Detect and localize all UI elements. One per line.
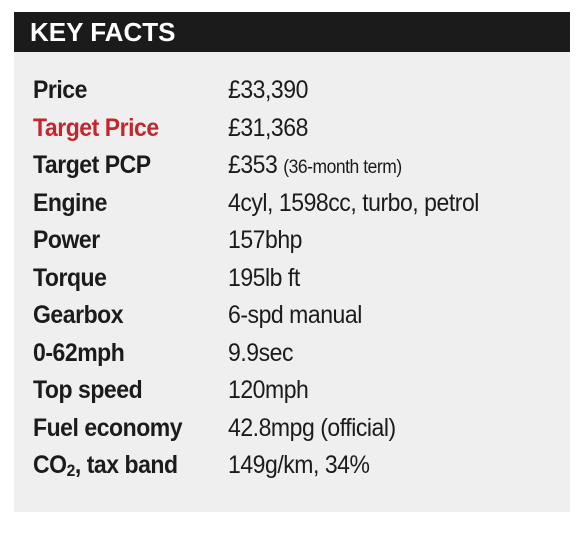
fact-value: 157bhp	[228, 226, 303, 255]
fact-value: 149g/km, 34%	[228, 451, 370, 480]
fact-label: 0-62mph	[33, 338, 125, 367]
fact-label: Engine	[33, 188, 107, 217]
co2-prefix: CO	[33, 451, 67, 480]
fact-label: Top speed	[33, 376, 143, 405]
co2-suffix: , tax band	[74, 451, 178, 480]
key-facts-panel: KEY FACTS Price £33,390 Target Price £31…	[14, 12, 570, 512]
fact-row-acceleration: 0-62mph 9.9sec	[33, 335, 570, 373]
fact-label: CO2, tax band	[33, 451, 212, 480]
fact-value: 6-spd manual	[228, 301, 362, 330]
fact-row-target-pcp: Target PCP £353 (36-month term)	[33, 147, 570, 185]
fact-row-gearbox: Gearbox 6-spd manual	[33, 297, 570, 335]
fact-row-torque: Torque 195lb ft	[33, 260, 570, 298]
fact-value: £31,368	[228, 113, 308, 142]
fact-row-co2-tax-band: CO2, tax band 149g/km, 34%	[33, 447, 570, 485]
key-facts-heading: KEY FACTS	[14, 12, 570, 52]
fact-row-power: Power 157bhp	[33, 222, 570, 260]
fact-row-price: Price £33,390	[33, 72, 570, 110]
fact-label: Fuel economy	[33, 413, 183, 442]
fact-label: Power	[33, 226, 100, 255]
facts-list: Price £33,390 Target Price £31,368 Targe…	[33, 72, 570, 485]
fact-label: Gearbox	[33, 301, 124, 330]
fact-row-top-speed: Top speed 120mph	[33, 372, 570, 410]
fact-row-engine: Engine 4cyl, 1598cc, turbo, petrol	[33, 185, 570, 223]
fact-row-target-price: Target Price £31,368	[33, 110, 570, 148]
fact-value: 4cyl, 1598cc, turbo, petrol	[228, 188, 479, 217]
fact-value: 42.8mpg (official)	[228, 413, 396, 442]
co2-subscript: 2	[66, 461, 76, 481]
fact-value: 9.9sec	[228, 338, 294, 367]
fact-label: Target Price	[33, 113, 159, 142]
fact-row-fuel-economy: Fuel economy 42.8mpg (official)	[33, 410, 570, 448]
fact-value: £353	[228, 151, 278, 180]
fact-label: Torque	[33, 263, 107, 292]
fact-value-wrapper: £353 (36-month term)	[228, 151, 402, 180]
fact-label: Price	[33, 76, 87, 105]
fact-note: (36-month term)	[283, 157, 402, 179]
fact-value: 120mph	[228, 376, 309, 405]
fact-value: £33,390	[228, 76, 308, 105]
fact-value: 195lb ft	[228, 263, 300, 292]
fact-label: Target PCP	[33, 151, 151, 180]
